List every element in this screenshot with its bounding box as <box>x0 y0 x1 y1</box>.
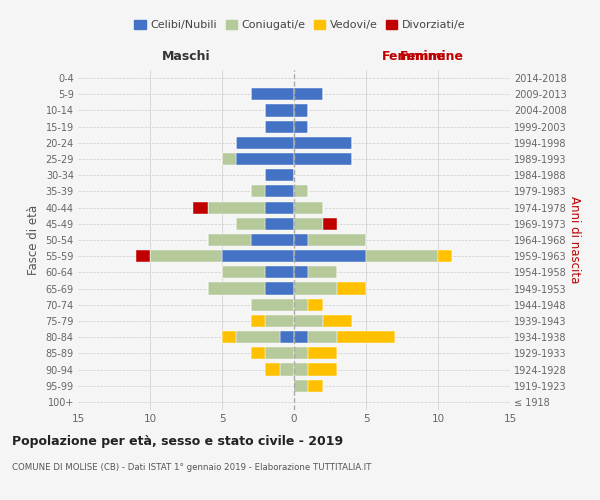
Bar <box>236 218 265 230</box>
Bar <box>265 169 294 181</box>
Text: Femmine: Femmine <box>382 50 446 62</box>
Bar <box>323 218 337 230</box>
Bar <box>294 137 352 149</box>
Bar <box>236 331 280 343</box>
Legend: Celibi/Nubili, Coniugati/e, Vedovi/e, Divorziati/e: Celibi/Nubili, Coniugati/e, Vedovi/e, Di… <box>130 16 470 35</box>
Y-axis label: Fasce di età: Fasce di età <box>27 205 40 275</box>
Bar <box>308 348 337 360</box>
Bar <box>251 234 294 246</box>
Bar <box>294 364 308 376</box>
Bar <box>294 315 323 327</box>
Bar <box>222 266 265 278</box>
Y-axis label: Anni di nascita: Anni di nascita <box>568 196 581 284</box>
Bar <box>438 250 452 262</box>
Bar <box>294 282 337 294</box>
Bar <box>193 202 208 213</box>
Bar <box>265 218 294 230</box>
Bar <box>294 250 366 262</box>
Text: Maschi: Maschi <box>161 50 211 62</box>
Bar <box>222 153 236 165</box>
Bar <box>150 250 222 262</box>
Bar <box>294 348 308 360</box>
Bar <box>265 282 294 294</box>
Bar <box>251 348 265 360</box>
Text: COMUNE DI MOLISE (CB) - Dati ISTAT 1° gennaio 2019 - Elaborazione TUTTITALIA.IT: COMUNE DI MOLISE (CB) - Dati ISTAT 1° ge… <box>12 462 371 471</box>
Bar <box>294 298 308 311</box>
Bar <box>265 315 294 327</box>
Bar <box>236 137 294 149</box>
Bar <box>366 250 438 262</box>
Bar <box>208 282 265 294</box>
Bar <box>251 315 265 327</box>
Bar <box>294 218 323 230</box>
Bar <box>265 348 294 360</box>
Bar <box>337 282 366 294</box>
Bar <box>294 266 308 278</box>
Bar <box>337 331 395 343</box>
Bar <box>294 104 308 117</box>
Bar <box>294 331 308 343</box>
Bar <box>294 202 323 213</box>
Bar <box>265 202 294 213</box>
Bar <box>265 364 280 376</box>
Bar <box>222 331 236 343</box>
Text: Femmine: Femmine <box>400 50 464 63</box>
Bar <box>294 234 308 246</box>
Bar <box>323 315 352 327</box>
Bar <box>308 380 323 392</box>
Bar <box>265 104 294 117</box>
Bar <box>236 153 294 165</box>
Bar <box>308 298 323 311</box>
Bar <box>308 234 366 246</box>
Bar <box>265 186 294 198</box>
Bar <box>308 266 337 278</box>
Bar <box>280 331 294 343</box>
Bar <box>294 186 308 198</box>
Bar <box>294 120 308 132</box>
Bar <box>208 202 265 213</box>
Bar <box>294 380 308 392</box>
Bar <box>251 186 265 198</box>
Bar <box>265 266 294 278</box>
Bar <box>308 364 337 376</box>
Bar <box>308 331 337 343</box>
Bar <box>280 364 294 376</box>
Text: Popolazione per età, sesso e stato civile - 2019: Popolazione per età, sesso e stato civil… <box>12 435 343 448</box>
Bar <box>222 250 294 262</box>
Bar <box>265 120 294 132</box>
Bar <box>294 153 352 165</box>
Bar <box>251 298 294 311</box>
Bar <box>251 88 294 101</box>
Bar <box>208 234 251 246</box>
Bar <box>294 88 323 101</box>
Bar <box>136 250 150 262</box>
